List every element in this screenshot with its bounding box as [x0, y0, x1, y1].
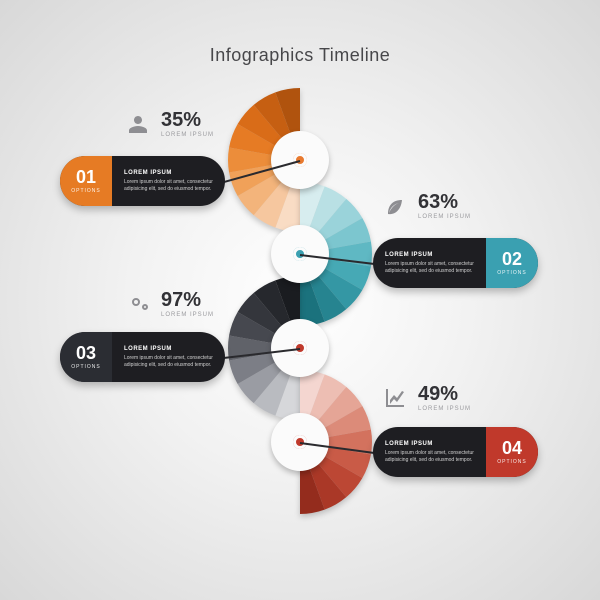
option-body-text: Lorem ipsum dolor sit amet, consectetur … [385, 261, 474, 275]
stat-percent: 49% [418, 384, 471, 404]
leaf-icon [382, 193, 408, 219]
option-pill-03: 03 OPTIONS LOREM IPSUM Lorem ipsum dolor si… [60, 332, 225, 382]
hub [271, 319, 329, 377]
page-title: Infographics Timeline [0, 45, 600, 66]
option-body-head: LOREM IPSUM [124, 169, 213, 177]
option-number-value: 02 [502, 250, 522, 268]
option-number: 03 OPTIONS [60, 332, 112, 382]
stat-block-04: 49% LOREM IPSUM [382, 384, 471, 412]
option-body: LOREM IPSUM Lorem ipsum dolor sit amet, c… [373, 427, 486, 477]
option-number-value: 04 [502, 439, 522, 457]
option-number: 01 OPTIONS [60, 156, 112, 206]
option-pill-04: 04 OPTIONS LOREM IPSUM Lorem ipsum dolor si… [373, 427, 538, 477]
option-body-head: LOREM IPSUM [124, 345, 213, 353]
stat-sub: LOREM IPSUM [418, 406, 471, 412]
option-number-value: 03 [76, 344, 96, 362]
stat-text: 35% LOREM IPSUM [161, 110, 214, 138]
stat-percent: 97% [161, 290, 214, 310]
stat-text: 63% LOREM IPSUM [418, 192, 471, 220]
option-sublabel: OPTIONS [497, 270, 527, 276]
hub [271, 131, 329, 189]
option-number: 04 OPTIONS [486, 427, 538, 477]
option-sublabel: OPTIONS [71, 364, 101, 370]
hub-dot [293, 153, 307, 167]
option-body: LOREM IPSUM Lorem ipsum dolor sit amet, c… [112, 332, 225, 382]
stat-sub: LOREM IPSUM [418, 214, 471, 220]
option-number: 02 OPTIONS [486, 238, 538, 288]
option-body-text: Lorem ipsum dolor sit amet, consectetur … [124, 355, 213, 369]
stat-block-03: 97% LOREM IPSUM [125, 290, 214, 318]
stat-percent: 35% [161, 110, 214, 130]
option-body-head: LOREM IPSUM [385, 251, 474, 259]
stat-block-01: 35% LOREM IPSUM [125, 110, 214, 138]
gears-icon [125, 291, 151, 317]
option-sublabel: OPTIONS [497, 459, 527, 465]
option-number-value: 01 [76, 168, 96, 186]
stat-sub: LOREM IPSUM [161, 312, 214, 318]
option-sublabel: OPTIONS [71, 188, 101, 194]
option-body: LOREM IPSUM Lorem ipsum dolor sit amet, c… [112, 156, 225, 206]
option-body-text: Lorem ipsum dolor sit amet, consectetur … [385, 450, 474, 464]
stat-block-02: 63% LOREM IPSUM [382, 192, 471, 220]
person-icon [125, 111, 151, 137]
option-body-head: LOREM IPSUM [385, 440, 474, 448]
stat-text: 49% LOREM IPSUM [418, 384, 471, 412]
option-pill-01: 01 OPTIONS LOREM IPSUM Lorem ipsum dolor si… [60, 156, 225, 206]
stat-sub: LOREM IPSUM [161, 132, 214, 138]
stat-percent: 63% [418, 192, 471, 212]
stat-text: 97% LOREM IPSUM [161, 290, 214, 318]
option-body: LOREM IPSUM Lorem ipsum dolor sit amet, c… [373, 238, 486, 288]
option-body-text: Lorem ipsum dolor sit amet, consectetur … [124, 179, 213, 193]
option-pill-02: 02 OPTIONS LOREM IPSUM Lorem ipsum dolor si… [373, 238, 538, 288]
chart-icon [382, 385, 408, 411]
